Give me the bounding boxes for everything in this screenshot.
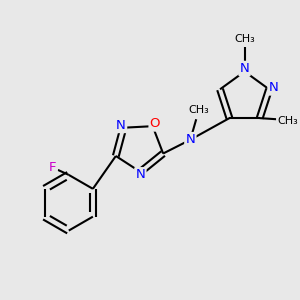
Text: CH₃: CH₃ [234,34,255,44]
Text: CH₃: CH₃ [189,105,209,116]
Text: N: N [268,81,278,94]
Text: CH₃: CH₃ [277,116,298,126]
Text: F: F [49,161,56,174]
Text: N: N [185,133,195,146]
Text: N: N [116,119,126,132]
Text: N: N [136,168,145,182]
Text: N: N [240,62,249,75]
Text: O: O [150,117,160,130]
